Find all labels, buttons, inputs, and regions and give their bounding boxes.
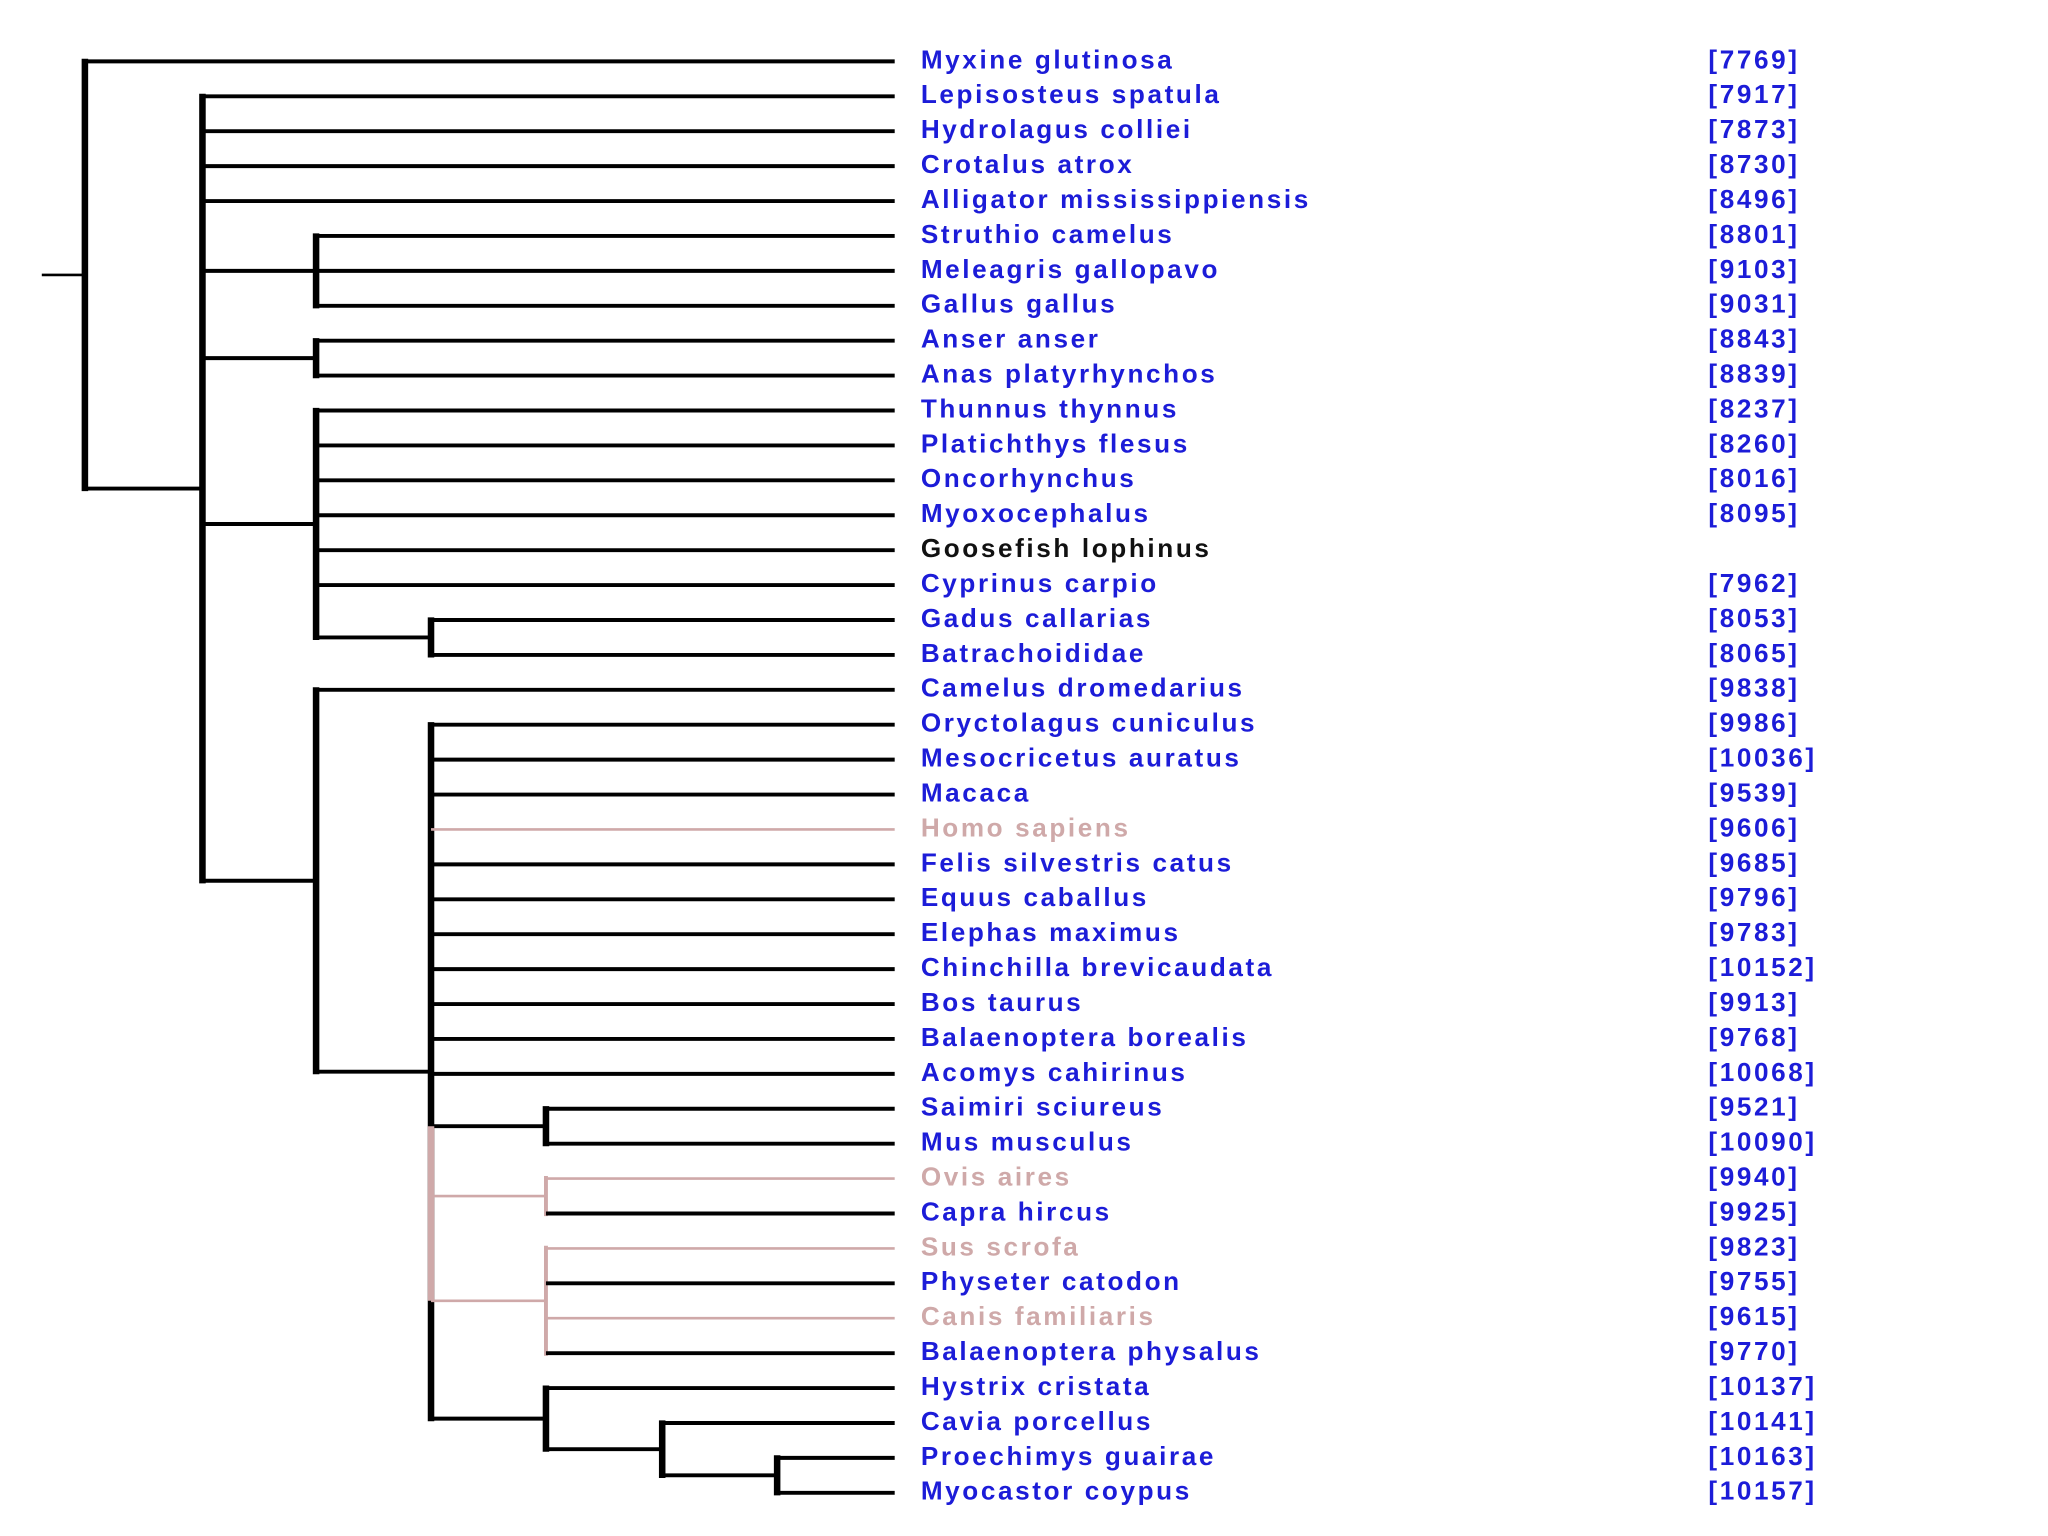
taxon-id: [9606] bbox=[1708, 812, 1799, 842]
taxon-name: Myxine glutinosa bbox=[921, 44, 1175, 74]
taxon-id: [8095] bbox=[1708, 498, 1799, 528]
taxon-id: [9796] bbox=[1708, 882, 1799, 912]
taxon-name: Cavia porcellus bbox=[921, 1406, 1153, 1436]
taxon-id: [9913] bbox=[1708, 987, 1799, 1017]
taxon-name: Ovis aires bbox=[921, 1161, 1072, 1191]
taxon-id: [10163] bbox=[1708, 1441, 1816, 1471]
taxon-id: [7962] bbox=[1708, 568, 1799, 598]
taxon-id: [8496] bbox=[1708, 184, 1799, 214]
taxon-name: Oncorhynchus bbox=[921, 463, 1137, 493]
taxon-id: [9521] bbox=[1708, 1092, 1799, 1122]
taxon-name: Gadus callarias bbox=[921, 603, 1153, 633]
taxon-name: Myocastor coypus bbox=[921, 1476, 1192, 1506]
taxon-name: Thunnus thynnus bbox=[921, 393, 1179, 423]
taxon-id: [8843] bbox=[1708, 324, 1799, 354]
taxon-id: [7917] bbox=[1708, 79, 1799, 109]
taxon-name: Meleagris gallopavo bbox=[921, 254, 1220, 284]
taxon-name: Anas platyrhynchos bbox=[921, 359, 1218, 389]
taxon-name: Myoxocephalus bbox=[921, 498, 1151, 528]
taxon-id: [8053] bbox=[1708, 603, 1799, 633]
taxon-id: [9685] bbox=[1708, 847, 1799, 877]
taxon-id: [8237] bbox=[1708, 393, 1799, 423]
taxon-id: [9986] bbox=[1708, 708, 1799, 738]
taxon-id: [9031] bbox=[1708, 289, 1799, 319]
taxon-id: [10090] bbox=[1708, 1127, 1816, 1157]
taxon-name: Proechimys guairae bbox=[921, 1441, 1216, 1471]
taxon-id: [9768] bbox=[1708, 1022, 1799, 1052]
taxon-name: Physeter catodon bbox=[921, 1266, 1182, 1296]
taxon-id: [9615] bbox=[1708, 1301, 1799, 1331]
taxon-id: [10141] bbox=[1708, 1406, 1816, 1436]
taxon-id: [8801] bbox=[1708, 219, 1799, 249]
taxon-id: [9755] bbox=[1708, 1266, 1799, 1296]
taxon-name: Canis familiaris bbox=[921, 1301, 1156, 1331]
taxon-name: Macaca bbox=[921, 777, 1031, 807]
taxon-name: Balaenoptera physalus bbox=[921, 1336, 1262, 1366]
taxon-name: Alligator mississippiensis bbox=[921, 184, 1311, 214]
taxon-id: [8016] bbox=[1708, 463, 1799, 493]
taxon-id: [9925] bbox=[1708, 1196, 1799, 1226]
taxon-id: [10137] bbox=[1708, 1371, 1816, 1401]
taxon-name: Cyprinus carpio bbox=[921, 568, 1159, 598]
taxon-name: Anser anser bbox=[921, 324, 1101, 354]
taxon-name: Felis silvestris catus bbox=[921, 847, 1234, 877]
taxon-id: [10152] bbox=[1708, 952, 1816, 982]
taxon-id: [10068] bbox=[1708, 1057, 1816, 1087]
taxon-id: [9539] bbox=[1708, 777, 1799, 807]
taxon-id: [8730] bbox=[1708, 149, 1799, 179]
taxon-name: Batrachoididae bbox=[921, 638, 1146, 668]
taxon-id: [9770] bbox=[1708, 1336, 1799, 1366]
taxon-name: Saimiri sciureus bbox=[921, 1092, 1165, 1122]
taxon-id: [7873] bbox=[1708, 114, 1799, 144]
taxon-name: Capra hircus bbox=[921, 1196, 1112, 1226]
taxon-name: Equus caballus bbox=[921, 882, 1149, 912]
taxon-name: Oryctolagus cuniculus bbox=[921, 708, 1257, 738]
taxon-name: Gallus gallus bbox=[921, 289, 1117, 319]
taxon-id: [9940] bbox=[1708, 1161, 1799, 1191]
taxon-name: Mesocricetus auratus bbox=[921, 743, 1242, 773]
taxon-id: [10036] bbox=[1708, 743, 1816, 773]
taxon-name: Platichthys flesus bbox=[921, 428, 1190, 458]
taxon-name: Hystrix cristata bbox=[921, 1371, 1151, 1401]
taxon-name: Goosefish lophinus bbox=[921, 533, 1212, 563]
taxon-name: Struthio camelus bbox=[921, 219, 1175, 249]
taxon-name: Homo sapiens bbox=[921, 812, 1131, 842]
taxon-name: Camelus dromedarius bbox=[921, 673, 1245, 703]
taxon-name: Acomys cahirinus bbox=[921, 1057, 1188, 1087]
taxon-name: Mus musculus bbox=[921, 1127, 1134, 1157]
taxon-name: Sus scrofa bbox=[921, 1231, 1081, 1261]
taxon-name: Hydrolagus colliei bbox=[921, 114, 1193, 144]
taxon-id: [8065] bbox=[1708, 638, 1799, 668]
taxon-id: [9823] bbox=[1708, 1231, 1799, 1261]
taxon-id: [8260] bbox=[1708, 428, 1799, 458]
taxon-name: Chinchilla brevicaudata bbox=[921, 952, 1274, 982]
taxon-name: Balaenoptera borealis bbox=[921, 1022, 1249, 1052]
taxon-name: Bos taurus bbox=[921, 987, 1084, 1017]
taxon-name: Lepisosteus spatula bbox=[921, 79, 1222, 109]
taxon-id: [9838] bbox=[1708, 673, 1799, 703]
taxon-name: Elephas maximus bbox=[921, 917, 1181, 947]
taxon-id: [8839] bbox=[1708, 359, 1799, 389]
taxon-name: Crotalus atrox bbox=[921, 149, 1135, 179]
taxon-id: [7769] bbox=[1708, 44, 1799, 74]
taxon-id: [9103] bbox=[1708, 254, 1799, 284]
taxon-id: [9783] bbox=[1708, 917, 1799, 947]
taxon-id: [10157] bbox=[1708, 1476, 1816, 1506]
